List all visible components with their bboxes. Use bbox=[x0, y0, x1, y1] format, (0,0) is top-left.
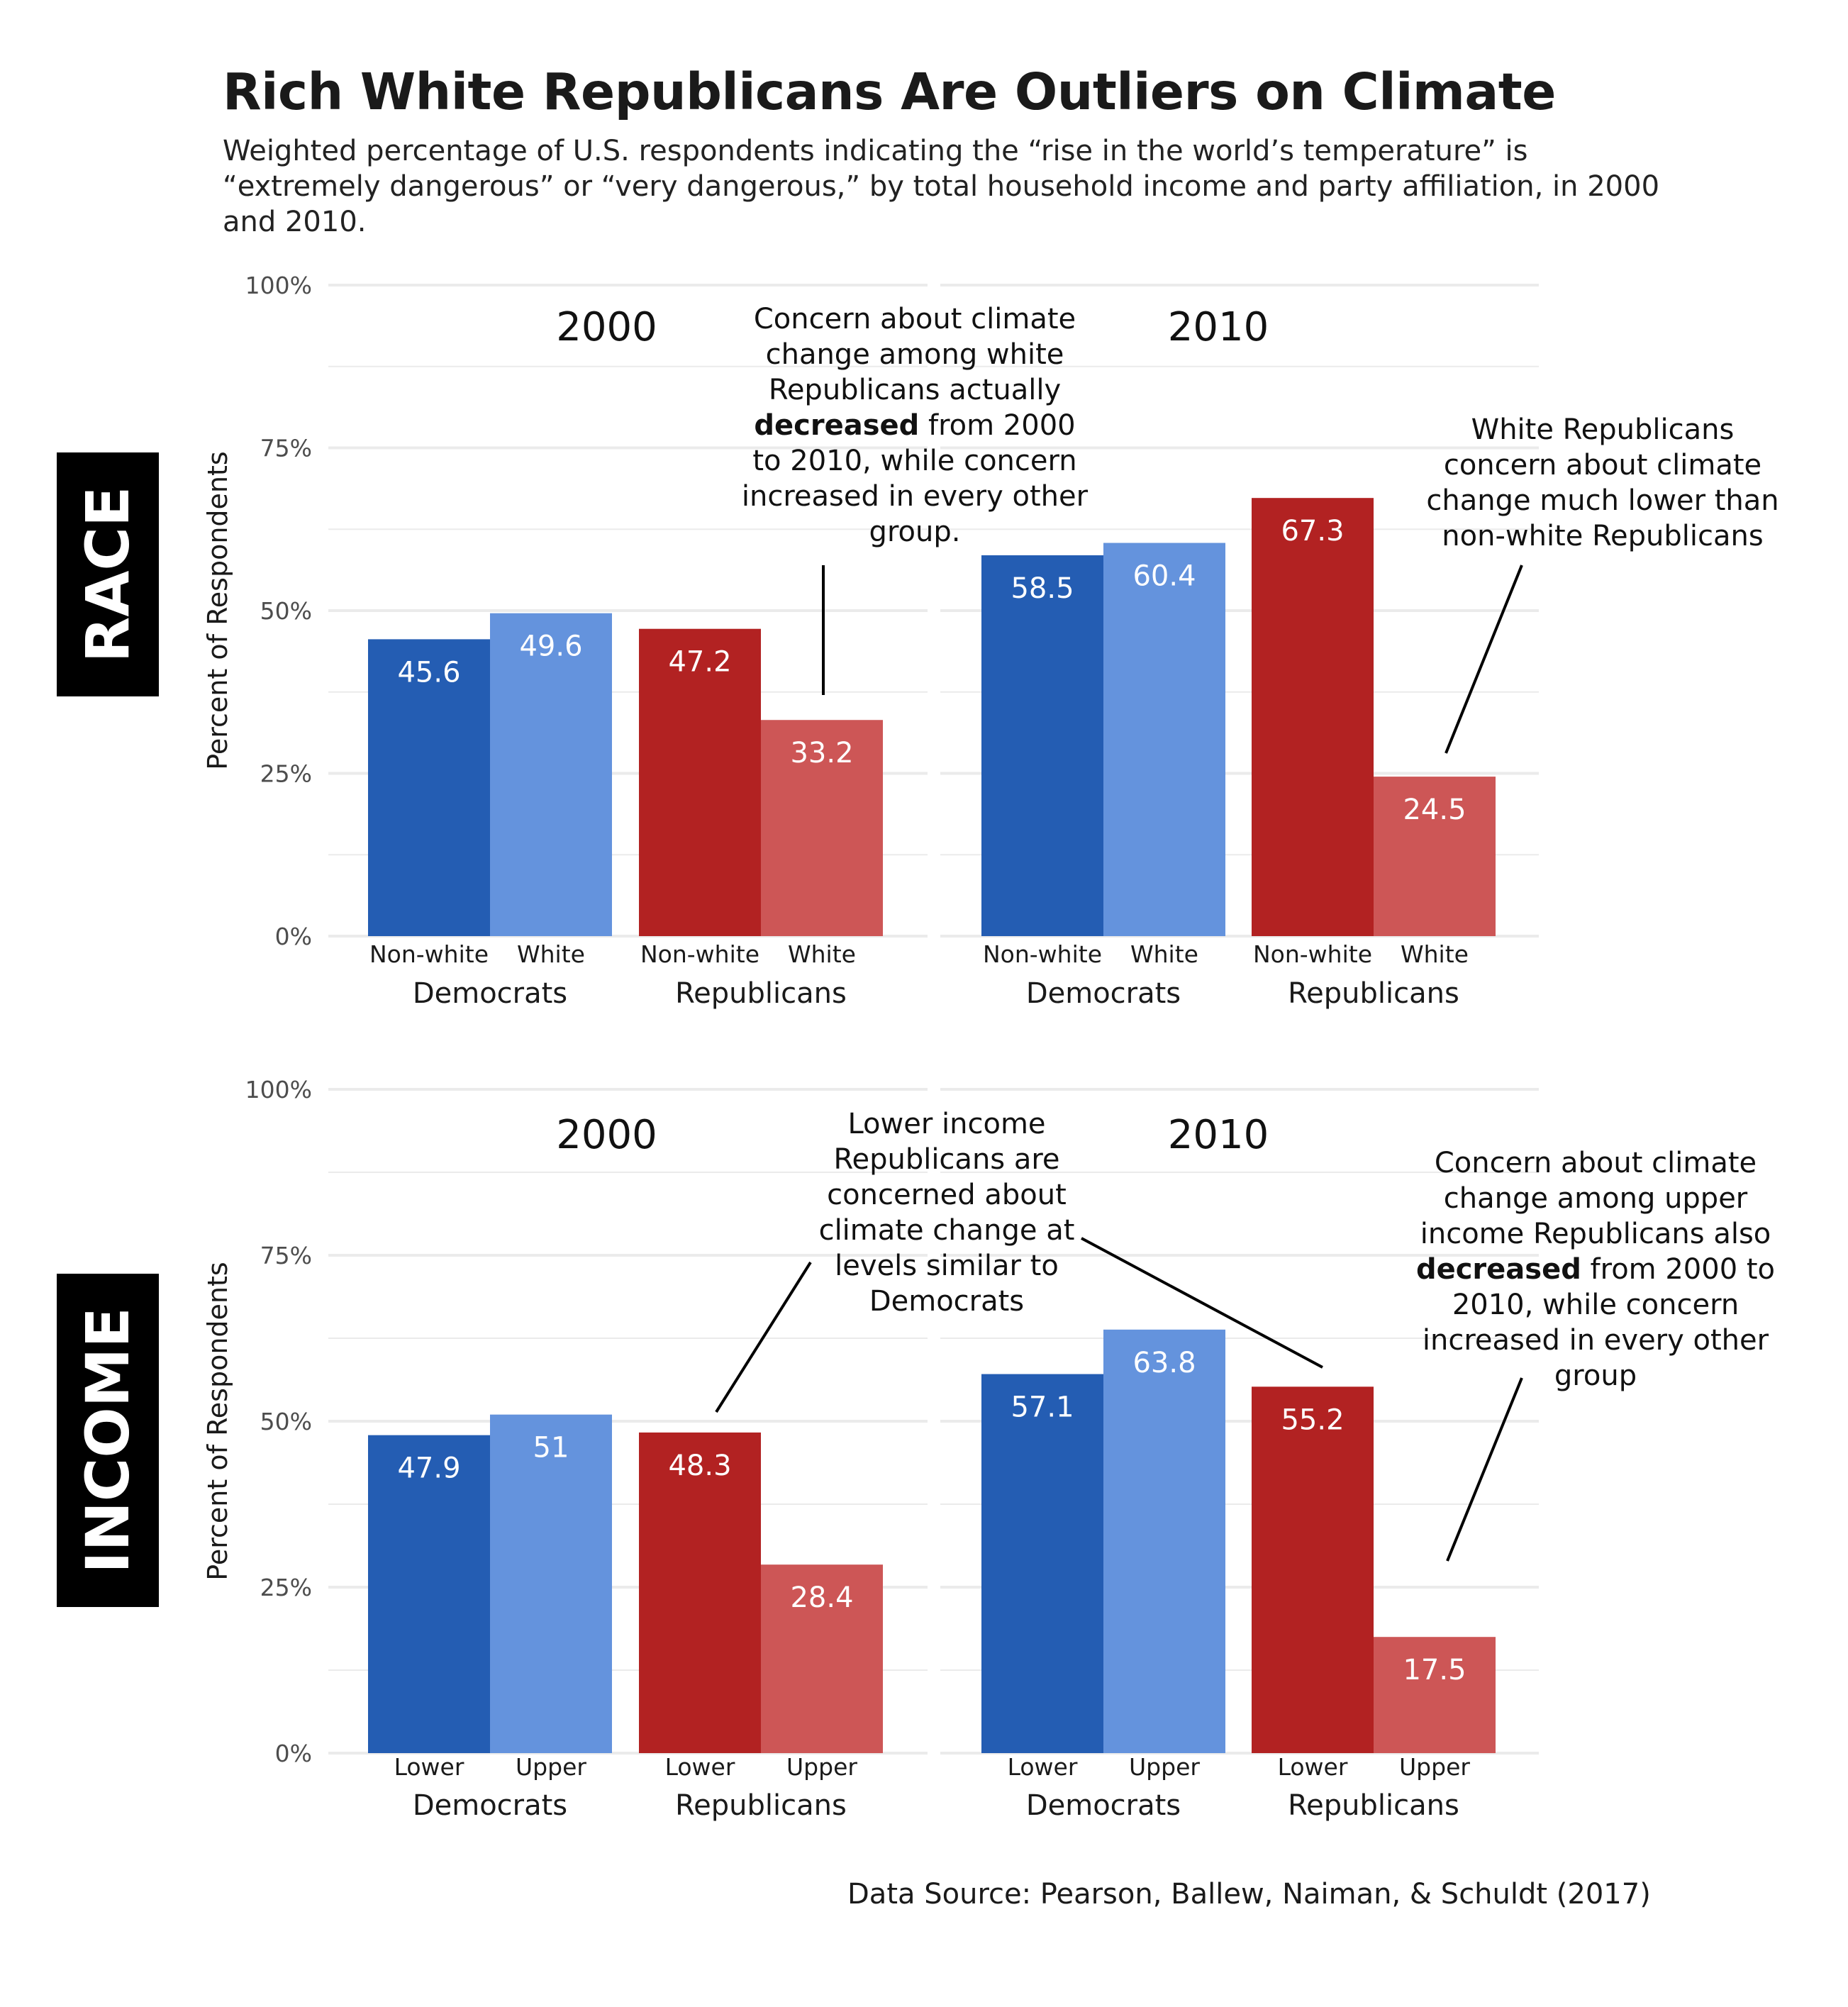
group-label: Democrats bbox=[413, 977, 567, 1010]
x-tick-label: Upper bbox=[1399, 1753, 1470, 1781]
bar-income-2010-republicans-upper bbox=[1374, 1637, 1496, 1753]
bar-race-2000-republicans-white bbox=[761, 720, 883, 936]
bar-value-label: 58.5 bbox=[1011, 572, 1074, 605]
bar-value-label: 67.3 bbox=[1281, 515, 1344, 547]
x-tick-label: Upper bbox=[516, 1753, 586, 1781]
bar-income-2010-republicans-lower bbox=[1252, 1386, 1374, 1753]
x-tick-label: Lower bbox=[394, 1753, 464, 1781]
annotation-pointer-income-2000 bbox=[715, 1261, 812, 1413]
group-label: Democrats bbox=[1026, 1789, 1181, 1822]
bar-value-label: 48.3 bbox=[668, 1450, 731, 1482]
group-label: Republicans bbox=[1288, 1789, 1459, 1822]
bar-value-label: 47.2 bbox=[668, 646, 731, 679]
bar-value-label: 47.9 bbox=[397, 1452, 460, 1485]
bar-race-2000-democrats-white bbox=[490, 613, 612, 936]
y-tick-label: 25% bbox=[260, 760, 312, 788]
facet-label: 2010 bbox=[1168, 1112, 1269, 1158]
bar-value-label: 28.4 bbox=[790, 1581, 853, 1614]
group-label: Democrats bbox=[1026, 977, 1181, 1010]
bar-value-label: 24.5 bbox=[1403, 794, 1466, 826]
x-tick-label: Lower bbox=[1278, 1753, 1348, 1781]
bar-race-2010-republicans-white bbox=[1374, 777, 1496, 936]
facet-label: 2010 bbox=[1168, 304, 1269, 350]
annotation-income-2000: Lower income Republicans are concerned a… bbox=[818, 1108, 1075, 1318]
x-tick-label: Lower bbox=[665, 1753, 735, 1781]
bar-race-2010-democrats-white bbox=[1103, 543, 1225, 936]
bar-value-label: 57.1 bbox=[1011, 1391, 1074, 1424]
bar-value-label: 63.8 bbox=[1132, 1347, 1196, 1379]
y-tick-label: 0% bbox=[275, 923, 312, 950]
bar-race-2010-republicans-non-white bbox=[1252, 498, 1374, 936]
y-tick-label: 75% bbox=[260, 1242, 312, 1269]
x-tick-label: White bbox=[1130, 940, 1198, 968]
y-tick-label: 100% bbox=[245, 1076, 312, 1103]
y-tick-label: 100% bbox=[245, 272, 312, 299]
facet-label: 2000 bbox=[556, 304, 657, 350]
annotation-race-2000: Concern about climate change among white… bbox=[741, 303, 1089, 548]
x-tick-label: Lower bbox=[1008, 1753, 1078, 1781]
x-tick-label: White bbox=[1401, 940, 1469, 968]
facet-label: 2000 bbox=[556, 1112, 657, 1158]
bar-value-label: 45.6 bbox=[397, 656, 460, 689]
bar-value-label: 55.2 bbox=[1281, 1403, 1344, 1436]
x-tick-label: Non-white bbox=[369, 940, 489, 968]
x-tick-label: Upper bbox=[786, 1753, 857, 1781]
data-source: Data Source: Pearson, Ballew, Naiman, & … bbox=[847, 1878, 1651, 1911]
bar-value-label: 17.5 bbox=[1403, 1654, 1466, 1686]
bar-income-2010-democrats-upper bbox=[1103, 1329, 1225, 1753]
row-tag-race: RACE bbox=[57, 452, 159, 696]
chart-title: Rich White Republicans Are Outliers on C… bbox=[223, 62, 1556, 121]
bar-value-label: 60.4 bbox=[1132, 560, 1196, 593]
y-tick-label: 25% bbox=[260, 1574, 312, 1601]
annotation-income-2010: Concern about climate change among upper… bbox=[1415, 1147, 1776, 1392]
bar-value-label: 49.6 bbox=[519, 630, 582, 663]
x-tick-label: Non-white bbox=[1253, 940, 1372, 968]
annotation-pointer-income-2010-lower bbox=[1081, 1237, 1323, 1369]
x-tick-label: White bbox=[517, 940, 585, 968]
y-tick-label: 0% bbox=[275, 1740, 312, 1767]
bar-race-2010-democrats-non-white bbox=[981, 555, 1103, 936]
y-axis-label: Percent of Respondents bbox=[202, 1262, 233, 1580]
y-tick-label: 50% bbox=[260, 597, 312, 625]
bar-income-2010-democrats-lower bbox=[981, 1374, 1103, 1753]
x-tick-label: Non-white bbox=[640, 940, 759, 968]
y-tick-label: 75% bbox=[260, 435, 312, 462]
chart-subtitle: Weighted percentage of U.S. respondents … bbox=[223, 135, 1660, 238]
group-label: Republicans bbox=[675, 977, 847, 1010]
bar-income-2000-republicans-upper bbox=[761, 1564, 883, 1753]
bar-income-2000-democrats-upper bbox=[490, 1414, 612, 1753]
group-label: Democrats bbox=[413, 1789, 567, 1822]
x-tick-label: White bbox=[788, 940, 856, 968]
y-tick-label: 50% bbox=[260, 1408, 312, 1435]
y-axis-label: Percent of Respondents bbox=[202, 451, 233, 769]
x-tick-label: Upper bbox=[1129, 1753, 1200, 1781]
bar-value-label: 51 bbox=[533, 1432, 569, 1464]
bar-race-2000-democrats-non-white bbox=[368, 639, 490, 936]
annotation-pointer-income-2010-upper bbox=[1446, 1377, 1523, 1562]
row-tag-income: INCOME bbox=[57, 1274, 159, 1607]
x-tick-label: Non-white bbox=[983, 940, 1102, 968]
bar-value-label: 33.2 bbox=[790, 737, 853, 769]
group-label: Republicans bbox=[1288, 977, 1459, 1010]
annotation-race-2010: White Republicans concern about climate … bbox=[1426, 413, 1779, 552]
bar-income-2000-democrats-lower bbox=[368, 1435, 490, 1753]
bar-race-2000-republicans-non-white bbox=[639, 628, 761, 936]
bar-income-2000-republicans-lower bbox=[639, 1432, 761, 1753]
group-label: Republicans bbox=[675, 1789, 847, 1822]
annotation-pointer-race-2010 bbox=[1445, 565, 1523, 754]
